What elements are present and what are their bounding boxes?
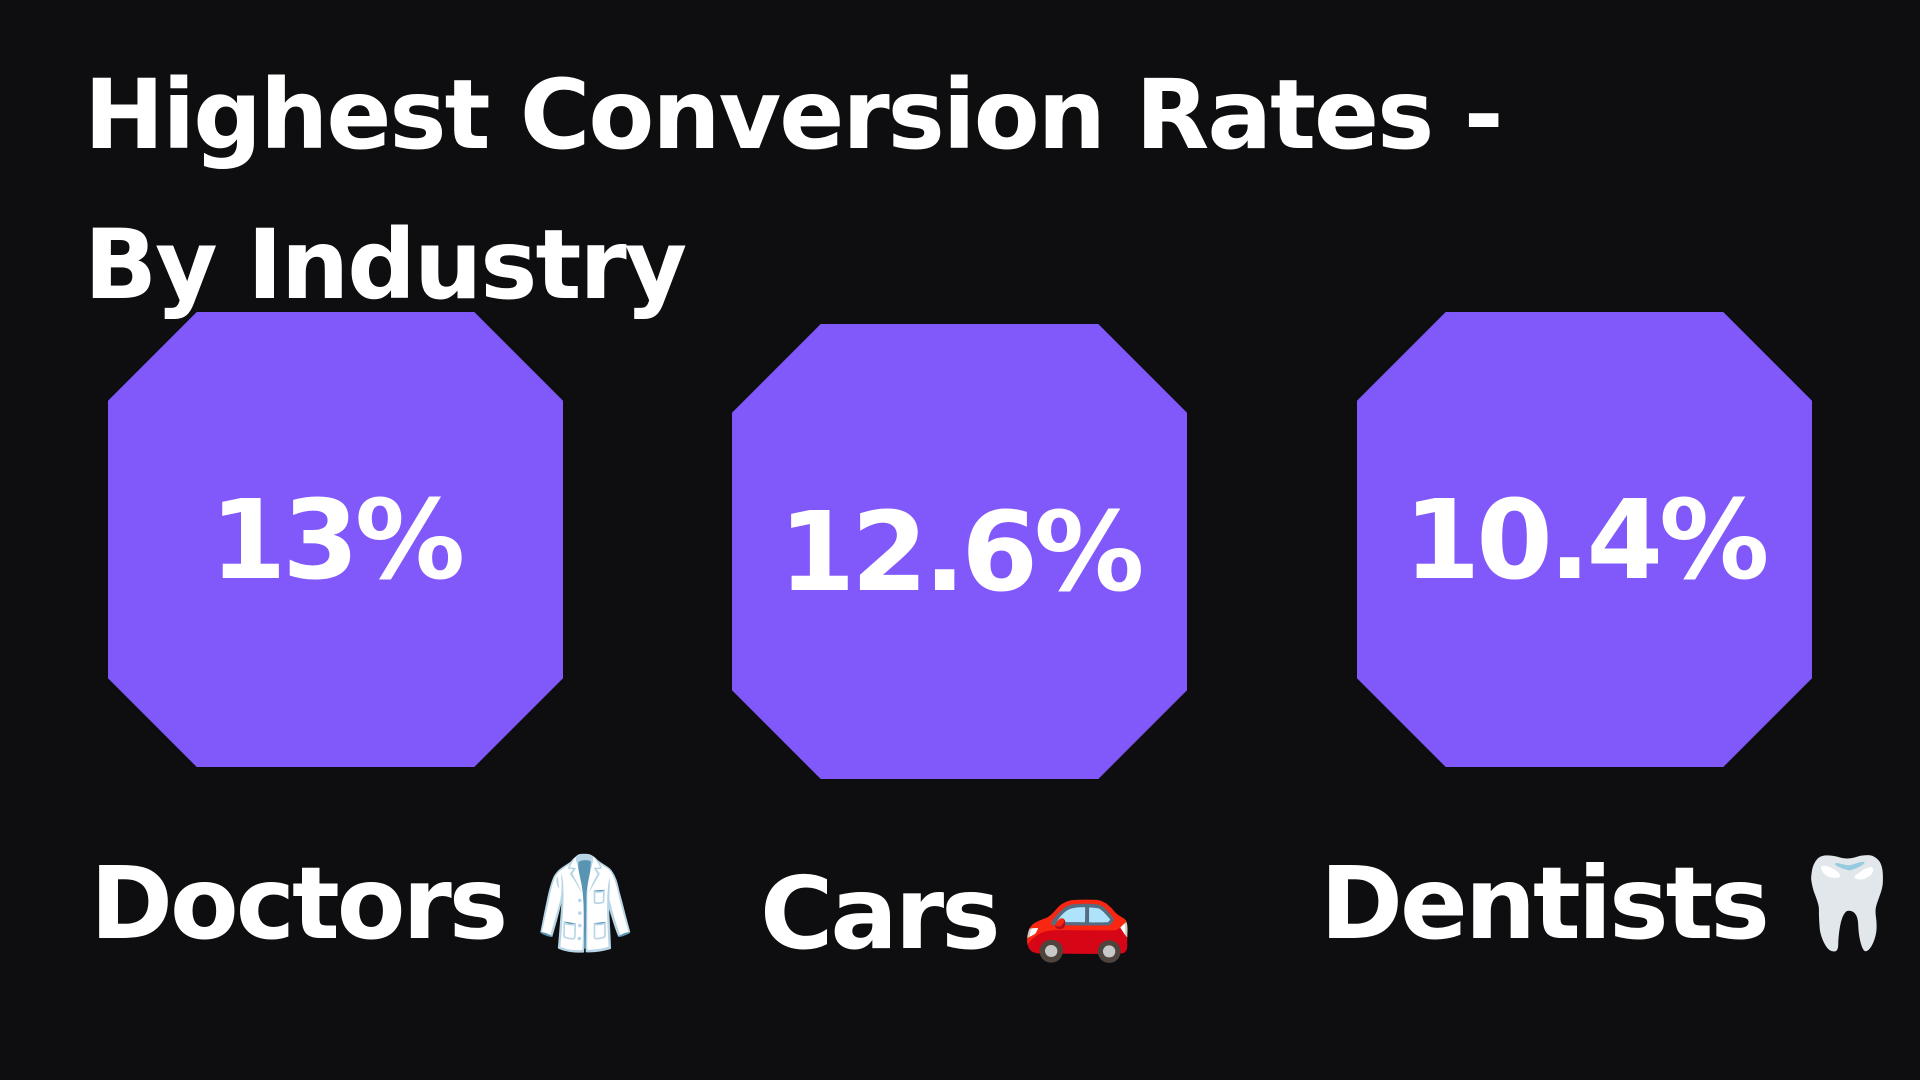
industry-label-cars: Cars 🚗	[760, 855, 1134, 972]
stat-value: 12.6%	[778, 487, 1145, 616]
page-title: Highest Conversion Rates - By Industry	[84, 40, 1504, 340]
stat-card-dentists: 10.4%	[1357, 312, 1812, 767]
industry-label-doctors: Doctors 🥼	[90, 845, 641, 962]
stat-card-cars: 12.6%	[732, 324, 1187, 779]
industry-label-dentists: Dentists 🦷	[1320, 845, 1903, 962]
tooth-icon: 🦷	[1790, 851, 1904, 956]
label-text: Doctors	[90, 845, 508, 962]
stat-card-doctors: 13%	[108, 312, 563, 767]
label-text: Cars	[760, 855, 1001, 972]
title-line-1: Highest Conversion Rates -	[84, 59, 1504, 171]
stat-value: 13%	[209, 475, 465, 604]
title-line-2: By Industry	[84, 209, 687, 321]
car-icon: 🚗	[1021, 861, 1134, 966]
lab-coat-icon: 🥼	[529, 851, 642, 956]
stat-value: 10.4%	[1403, 475, 1770, 604]
label-text: Dentists	[1320, 845, 1770, 962]
